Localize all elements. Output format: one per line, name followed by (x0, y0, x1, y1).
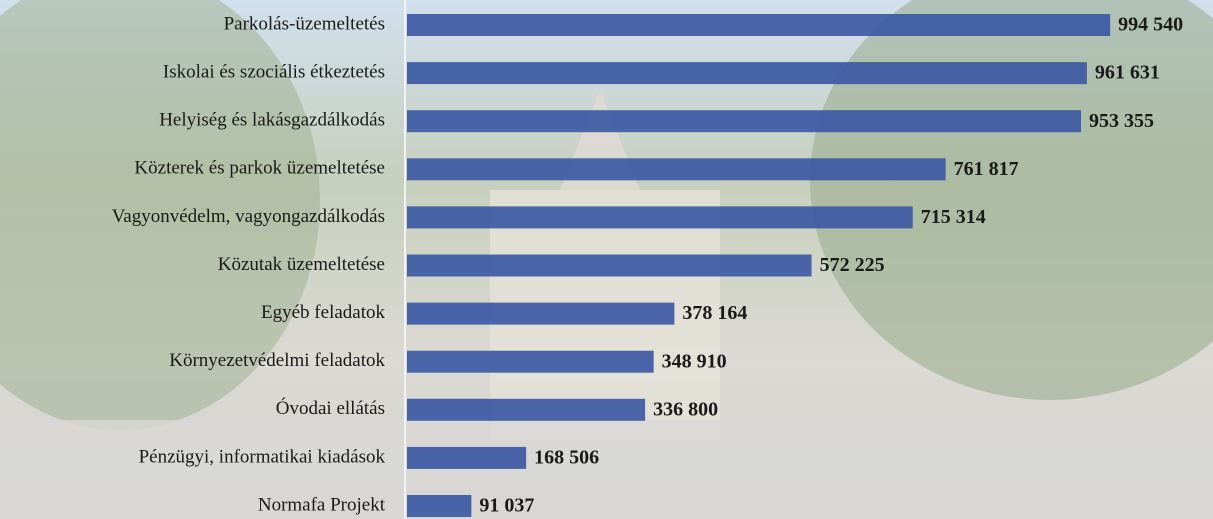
bar (407, 399, 645, 421)
category-label: Normafa Projekt (258, 494, 386, 515)
value-label: 91 037 (479, 495, 534, 517)
category-label: Iskolai és szociális étkeztetés (163, 61, 385, 82)
category-label: Egyéb feladatok (261, 302, 385, 323)
bar (407, 110, 1081, 132)
value-label: 168 506 (534, 446, 599, 468)
category-label: Környezetvédelmi feladatok (169, 350, 385, 371)
bar (407, 62, 1087, 84)
category-label: Közutak üzemeltetése (218, 254, 385, 275)
bar (407, 255, 812, 277)
value-label: 336 800 (653, 398, 718, 420)
category-label: Közterek és parkok üzemeltetése (134, 158, 385, 179)
value-label: 378 164 (682, 302, 747, 324)
bar (407, 495, 471, 517)
bar (407, 158, 946, 180)
bar (407, 206, 913, 228)
value-label: 961 631 (1095, 62, 1160, 84)
value-label: 953 355 (1089, 110, 1154, 132)
bar (407, 447, 526, 469)
category-label: Pénzügyi, informatikai kiadások (139, 446, 386, 467)
category-label: Helyiség és lakásgazdálkodás (159, 110, 385, 131)
bar (407, 351, 654, 373)
category-label: Parkolás-üzemeltetés (224, 13, 385, 34)
value-label: 572 225 (820, 254, 885, 276)
value-label: 348 910 (662, 350, 727, 372)
value-label: 994 540 (1118, 14, 1183, 36)
bar (407, 14, 1110, 36)
bar (407, 303, 674, 325)
category-label: Vagyonvédelm, vagyongazdálkodás (112, 206, 385, 227)
value-label: 761 817 (954, 158, 1019, 180)
chart: Parkolás-üzemeltetés 994 540 Iskolai és sz… (0, 0, 1213, 519)
category-label: Óvodai ellátás (276, 397, 385, 419)
value-label: 715 314 (921, 206, 986, 228)
